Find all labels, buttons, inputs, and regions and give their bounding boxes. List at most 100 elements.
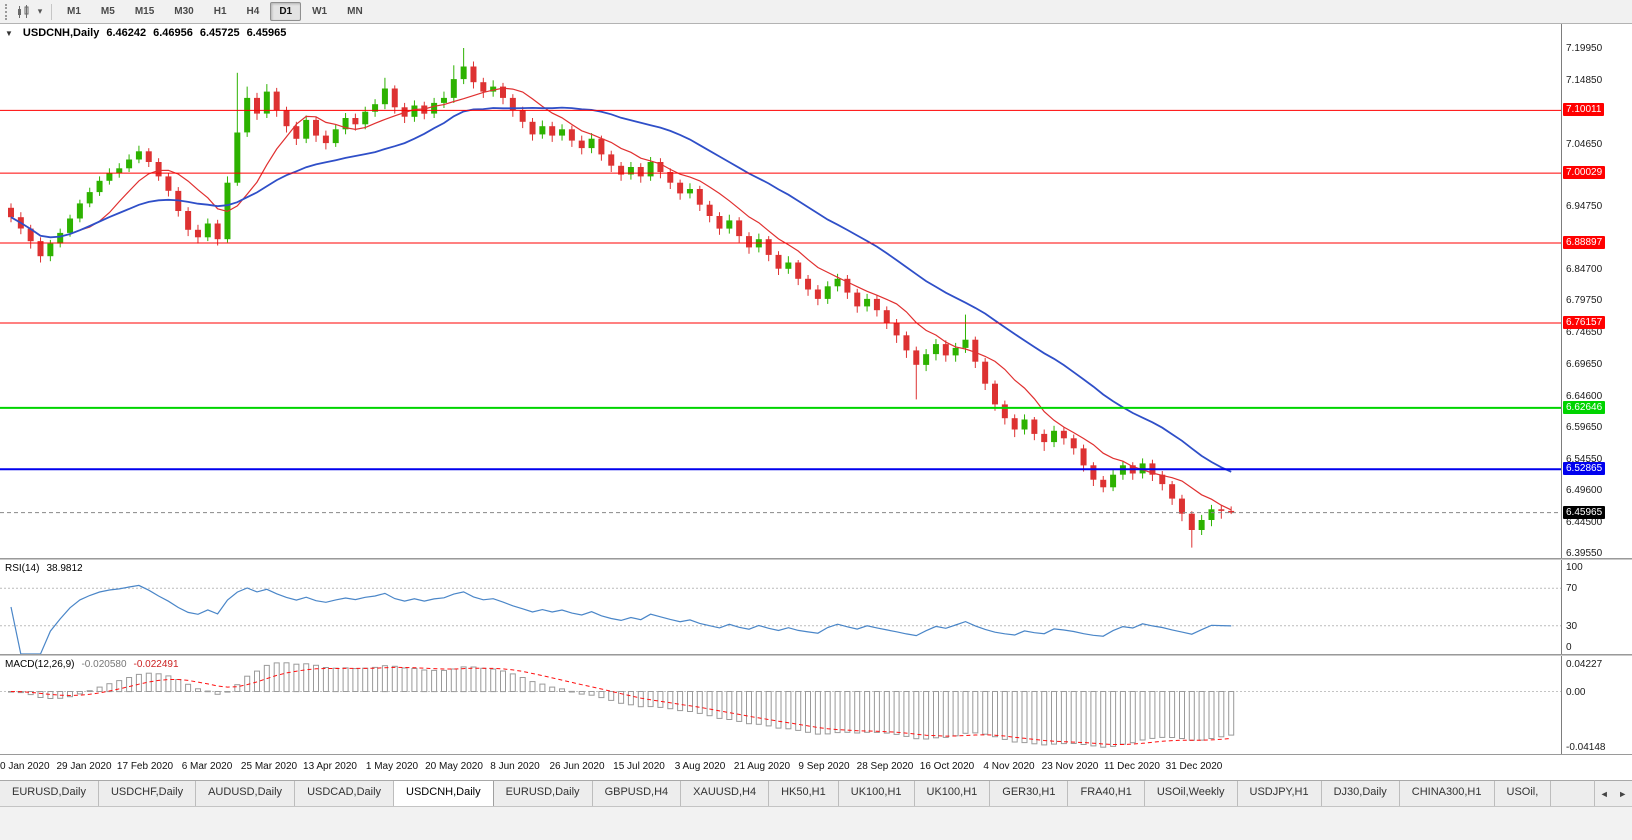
macd-histogram-bar: [529, 681, 536, 693]
date-label: 25 Mar 2020: [240, 761, 298, 772]
macd-histogram-bar: [224, 691, 231, 693]
symbol-tab-usoil-weekly[interactable]: USOil,Weekly: [1144, 781, 1238, 806]
toolbar: ▾ M1 M5 M15 M30 H1 H4 D1 W1 MN: [0, 0, 1632, 24]
candle-body: [76, 203, 83, 219]
candle-body: [313, 119, 320, 136]
macd-histogram-bar: [1090, 691, 1097, 747]
tab-scroll-right-icon[interactable]: ►: [1618, 788, 1628, 799]
chart-type-icon[interactable]: [15, 3, 33, 21]
candle-body: [1021, 419, 1028, 430]
candle-body: [913, 350, 920, 365]
symbol-tab-usdcad-daily[interactable]: USDCAD,Daily: [295, 781, 395, 806]
candle-body: [27, 228, 34, 242]
price-chart-canvas[interactable]: [0, 24, 1561, 558]
macd-histogram-bar: [96, 686, 103, 693]
timeframe-button-h4[interactable]: H4: [238, 2, 269, 21]
panel-resize-handle[interactable]: [0, 654, 1632, 656]
macd-histogram-bar: [1070, 691, 1077, 744]
macd-histogram-bar: [67, 691, 73, 698]
macd-histogram-bar: [923, 691, 930, 740]
date-label: 9 Sep 2020: [798, 761, 850, 772]
date-label: 3 Aug 2020: [674, 761, 726, 772]
timeframe-button-w1[interactable]: W1: [303, 2, 336, 21]
symbol-tab-uk100-h1[interactable]: UK100,H1: [838, 781, 915, 806]
timeframe-button-m30[interactable]: M30: [165, 2, 202, 21]
macd-histogram-bar: [421, 669, 428, 693]
candle-body: [1110, 474, 1117, 488]
macd-histogram-bar: [933, 691, 939, 739]
candle-body: [37, 241, 44, 257]
symbol-tab-fra40-h1[interactable]: FRA40,H1: [1068, 781, 1145, 806]
symbol-tab-ger30-h1[interactable]: GER30,H1: [990, 781, 1069, 806]
symbol-tab-usdjpy-h1[interactable]: USDJPY,H1: [1237, 781, 1322, 806]
macd-histogram-bar: [135, 673, 142, 692]
candle-body: [952, 347, 959, 356]
macd-histogram-bar: [785, 691, 792, 730]
macd-histogram-bar: [1011, 691, 1018, 743]
symbol-tab-gbpusd-h4[interactable]: GBPUSD,H4: [592, 781, 682, 806]
chart-type-dropdown-icon[interactable]: ▾: [37, 6, 43, 16]
candle-body: [1198, 520, 1205, 530]
candle-body: [1070, 438, 1077, 449]
macd-histogram-bar: [608, 691, 615, 701]
candle-body: [618, 165, 625, 175]
price-axis[interactable]: 7.19950 7.14850 7.04650 6.94750 6.84700 6.797…: [1561, 24, 1632, 558]
candle-body: [746, 236, 752, 248]
tab-scroll-left-icon[interactable]: ◄: [1599, 788, 1609, 799]
candle-body: [608, 154, 615, 166]
macd-histogram-bar: [470, 666, 477, 692]
macd-canvas[interactable]: [0, 656, 1561, 754]
timeframe-button-m5[interactable]: M5: [92, 2, 124, 21]
symbol-tab-dj30-daily[interactable]: DJ30,Daily: [1321, 781, 1400, 806]
collapse-chart-icon[interactable]: ▼: [5, 29, 13, 38]
rsi-canvas[interactable]: [0, 560, 1561, 654]
symbol-tab-audusd-daily[interactable]: AUDUSD,Daily: [196, 781, 296, 806]
symbol-tab-xauusd-h4[interactable]: XAUUSD,H4: [681, 781, 770, 806]
price-tick-label: 6.94750: [1566, 201, 1603, 212]
candle-body: [509, 97, 516, 111]
date-label: 11 Dec 2020: [1104, 761, 1160, 772]
symbol-tab-hk50-h1[interactable]: HK50,H1: [769, 781, 839, 806]
symbol-tab-usoil[interactable]: USOil,: [1494, 781, 1552, 806]
symbol-tab-usdcnh-daily[interactable]: USDCNH,Daily: [394, 781, 494, 806]
macd-histogram-bar: [490, 668, 497, 693]
timeframe-button-h1[interactable]: H1: [205, 2, 236, 21]
macd-label: MACD(12,26,9): [5, 659, 75, 670]
time-axis[interactable]: 10 Jan 2020 29 Jan 2020 17 Feb 2020 6 Mar 2…: [0, 754, 1632, 780]
timeframe-button-d1[interactable]: D1: [270, 2, 302, 21]
level-price-label: 7.00029: [1563, 166, 1606, 179]
macd-histogram-bar: [175, 679, 182, 692]
candle-body: [273, 91, 280, 111]
candle-body: [145, 151, 152, 162]
symbol-tab-eurusd-daily[interactable]: EURUSD,Daily: [0, 781, 99, 806]
toolbar-grip[interactable]: [5, 3, 10, 20]
macd-histogram-bar: [1031, 691, 1038, 745]
date-label: 15 Jul 2020: [613, 761, 665, 772]
symbol-tab-usdchf-daily[interactable]: USDCHF,Daily: [98, 781, 197, 806]
timeframe-button-mn[interactable]: MN: [338, 2, 372, 21]
date-label: 6 Mar 2020: [181, 761, 233, 772]
timeframe-button-m1[interactable]: M1: [58, 2, 90, 21]
candle-body: [204, 223, 211, 238]
price-tick-label: 6.44500: [1566, 517, 1603, 528]
macd-histogram-bar: [214, 691, 221, 695]
candle-body: [1051, 430, 1058, 443]
price-tick-label: 6.54550: [1566, 454, 1603, 465]
timeframe-button-m15[interactable]: M15: [126, 2, 163, 21]
candle-body: [391, 88, 398, 108]
macd-histogram-bar: [775, 691, 782, 729]
macd-histogram-bar: [962, 691, 969, 734]
panel-resize-handle[interactable]: [0, 558, 1632, 560]
candle-body: [972, 339, 979, 362]
macd-signal-value: -0.022491: [133, 659, 179, 670]
macd-histogram-bar: [204, 690, 211, 693]
symbol-tab-eurusd-daily[interactable]: EURUSD,Daily: [493, 781, 593, 806]
macd-histogram-bar: [254, 670, 260, 692]
candle-body: [942, 344, 949, 356]
symbol-tab-china300-h1[interactable]: CHINA300,H1: [1399, 781, 1495, 806]
symbol-tab-uk100-h1[interactable]: UK100,H1: [914, 781, 991, 806]
candle-body: [1169, 484, 1176, 499]
candle-body: [1208, 509, 1215, 520]
macd-histogram-bar: [155, 673, 162, 692]
price-tick-label: 6.59650: [1566, 422, 1603, 433]
